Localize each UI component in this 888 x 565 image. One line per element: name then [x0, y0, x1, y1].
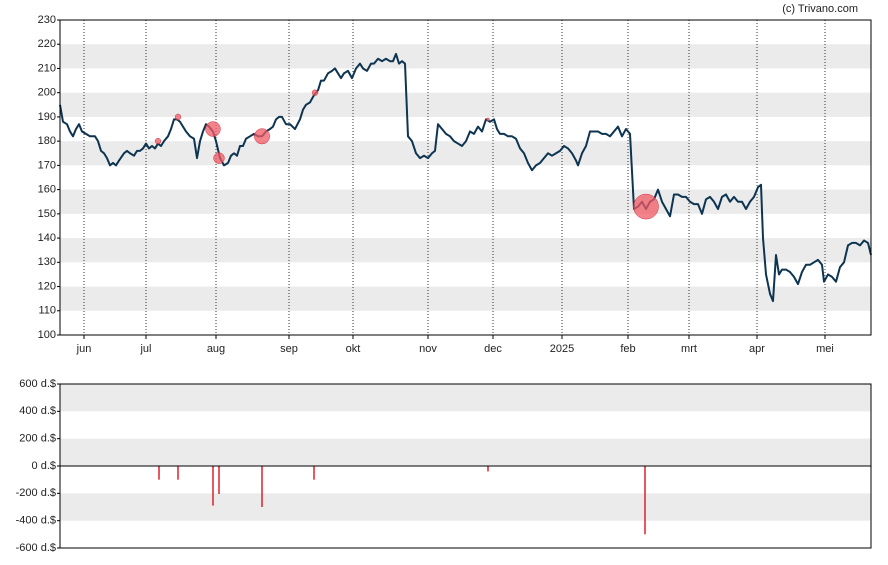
y-tick-label: -400 d.$ — [16, 515, 56, 527]
y-tick-label: 120 — [38, 280, 56, 292]
bubble — [254, 128, 270, 145]
bubble — [205, 121, 221, 137]
grid-band — [60, 438, 871, 466]
y-tick-label: 600 d.$ — [19, 378, 56, 390]
x-tick-label: mei — [816, 343, 834, 355]
price-line — [59, 52, 872, 303]
x-tick-label: nov — [419, 343, 437, 355]
y-tick-label: 230 — [38, 14, 56, 26]
bubble — [213, 152, 225, 164]
x-tick-label: aug — [207, 343, 225, 355]
y-tick-label: 200 d.$ — [19, 433, 56, 445]
y-tick-label: 140 — [38, 232, 56, 244]
y-tick-label: 110 — [38, 305, 56, 317]
grid-band — [60, 493, 871, 521]
plot-frame — [59, 19, 872, 336]
x-tick-label: apr — [749, 343, 765, 355]
bubble — [154, 138, 162, 145]
x-tick-label: mrt — [681, 343, 697, 355]
y-tick-label: 170 — [38, 159, 56, 171]
x-tick-label: sep — [280, 343, 298, 355]
y-tick-label: 400 d.$ — [19, 405, 56, 417]
y-tick-label: 100 — [38, 329, 56, 341]
bar — [261, 466, 263, 507]
x-tick-label: jun — [76, 343, 92, 355]
credit: (c) Trivano.com — [782, 3, 858, 15]
x-tick-label: jul — [139, 343, 151, 355]
bar — [644, 466, 646, 535]
y-tick-label: 190 — [38, 111, 56, 123]
y-tick-label: -600 d.$ — [16, 542, 56, 554]
bar — [177, 466, 179, 480]
grid-band — [60, 238, 871, 263]
y-tick-label: 0 d.$ — [32, 460, 56, 472]
plot-frame — [59, 383, 872, 549]
bar — [487, 466, 489, 472]
bubble — [486, 117, 490, 122]
y-tick-label: 220 — [38, 38, 56, 50]
x-tick-label: feb — [620, 343, 635, 355]
grid-band — [60, 92, 871, 117]
bubble — [174, 113, 182, 121]
x-tick-label: 2025 — [550, 343, 574, 355]
bubble — [633, 193, 659, 220]
y-tick-label: 130 — [38, 256, 56, 268]
grid-band — [60, 384, 871, 412]
bar — [212, 466, 214, 506]
y-tick-label: 150 — [38, 208, 56, 220]
grid-band — [60, 44, 871, 69]
x-tick-label: okt — [346, 343, 361, 355]
grid-band — [60, 189, 871, 214]
x-tick-label: dec — [484, 343, 502, 355]
bar — [158, 466, 160, 480]
bar — [218, 466, 220, 495]
bar — [313, 466, 315, 480]
y-tick-label: 210 — [38, 62, 56, 74]
y-tick-label: 160 — [38, 184, 56, 196]
y-tick-label: 200 — [38, 87, 56, 99]
grid-band — [60, 286, 871, 311]
y-tick-label: 180 — [38, 135, 56, 147]
bubble — [311, 89, 319, 96]
grid-band — [60, 141, 871, 166]
y-tick-label: -200 d.$ — [16, 487, 56, 499]
